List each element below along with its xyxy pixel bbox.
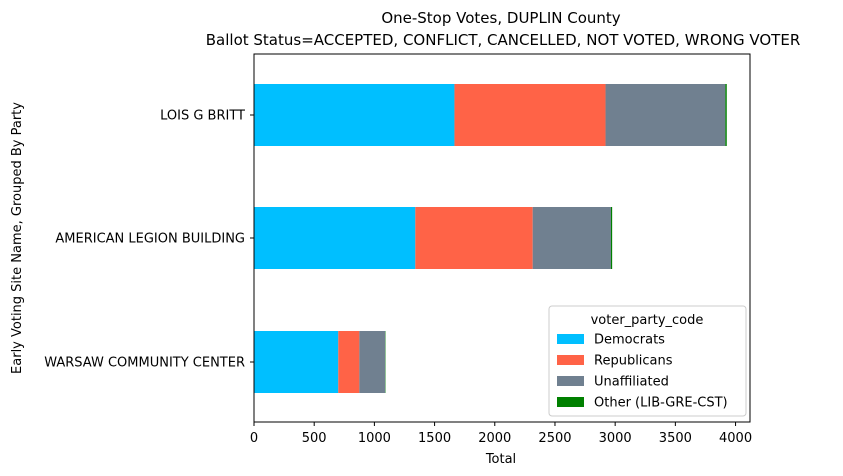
bar-democrats-2	[254, 84, 455, 146]
y-tick-label: AMERICAN LEGION BUILDING	[55, 232, 245, 247]
legend-label: Democrats	[594, 333, 665, 348]
x-tick-label: 3500	[659, 431, 692, 446]
legend-label: Unaffiliated	[594, 375, 669, 390]
legend-label: Republicans	[594, 354, 673, 369]
x-tick-label: 1000	[358, 431, 391, 446]
plot-frame	[253, 53, 751, 423]
chart-subtitle: Ballot Status=ACCEPTED, CONFLICT, CANCEL…	[206, 31, 801, 49]
y-axis-label: Early Voting Site Name, Grouped By Party	[10, 102, 25, 374]
bar-republicans-0	[338, 331, 360, 393]
bar-republicans-1	[415, 207, 533, 269]
chart-title: One-Stop Votes, DUPLIN County	[381, 9, 620, 27]
x-axis-label: Total	[485, 452, 516, 467]
bar-democrats-1	[254, 207, 416, 269]
legend-items: Democrats Republicans Unaffiliated Other (L…	[557, 333, 728, 411]
x-tick-label: 3000	[599, 431, 632, 446]
legend-swatch	[557, 355, 584, 365]
bar-unaffiliated-1	[532, 207, 611, 269]
legend-swatch	[557, 376, 584, 386]
bar-unaffiliated-0	[359, 331, 386, 393]
x-tick-label: 2000	[478, 431, 511, 446]
x-tick-label: 500	[302, 431, 327, 446]
bar-other-lib-gre-cst--1	[610, 207, 613, 269]
legend-swatch	[557, 334, 584, 344]
legend-swatch	[557, 397, 584, 407]
y-tick-label: WARSAW COMMUNITY CENTER	[44, 356, 245, 371]
x-tick-label: 0	[250, 431, 258, 446]
y-tick-label: LOIS G BRITT	[160, 109, 245, 124]
x-ticks: 0 500 1000 1500 2000 2500 3000 3500 4000	[250, 422, 752, 446]
legend-title: voter_party_code	[591, 313, 704, 328]
bar-unaffiliated-2	[605, 84, 726, 146]
bar-other-lib-gre-cst--2	[725, 84, 727, 146]
bar-republicans-2	[454, 84, 606, 146]
bar-group	[254, 84, 727, 393]
x-tick-label: 1500	[418, 431, 451, 446]
legend: voter_party_code Democrats Republicans Una…	[548, 305, 747, 417]
legend-frame	[548, 305, 747, 417]
y-tick-labels: WARSAW COMMUNITY CENTER AMERICAN LEGION B…	[44, 109, 254, 371]
x-tick-label: 2500	[538, 431, 571, 446]
x-tick-label: 4000	[719, 431, 752, 446]
legend-label: Other (LIB-GRE-CST)	[594, 396, 728, 411]
bar-democrats-0	[254, 331, 339, 393]
